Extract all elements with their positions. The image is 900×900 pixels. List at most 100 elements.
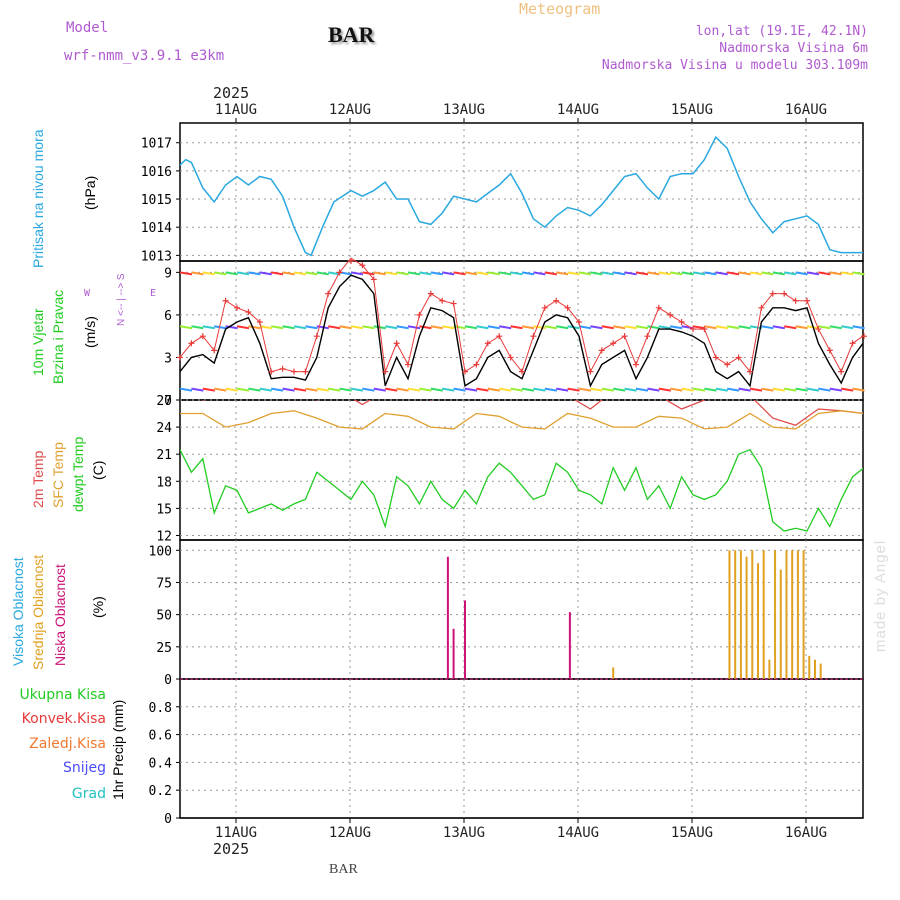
- year-top: 2025: [213, 84, 250, 102]
- gust-marker-58: [838, 368, 845, 375]
- ytick-label-1-3: 9: [164, 266, 172, 281]
- wind-barb-2-9: [282, 387, 295, 392]
- gust-marker-12: [313, 333, 320, 340]
- ytick-label-4-0: 0: [164, 812, 172, 827]
- wind-barb-1-11: [305, 325, 318, 330]
- wind-barb-2-57: [829, 387, 842, 392]
- wind-barb-2-43: [670, 387, 683, 392]
- gust-marker-49: [735, 354, 742, 361]
- wind-barb-0-33: [556, 271, 569, 276]
- wind-barb-1-46: [704, 325, 717, 330]
- sfc-temp-line: [180, 410, 863, 430]
- day-label-top-5: 16AUG: [785, 102, 827, 118]
- day-label-bottom-1: 12AUG: [329, 825, 371, 841]
- wind-barb-1-18: [385, 325, 398, 330]
- legend-zaledj: Zaledj.Kisa: [29, 736, 106, 752]
- wind-barb-0-15: [350, 271, 364, 276]
- wind-barb-0-26: [476, 271, 489, 276]
- wind-barb-2-41: [647, 387, 660, 392]
- gust-marker-16: [359, 262, 366, 269]
- gust-marker-33: [553, 297, 560, 304]
- ytick-label-2-5: 27: [156, 394, 172, 409]
- day-label-top-3: 14AUG: [557, 102, 599, 118]
- wind-barb-1-32: [544, 325, 557, 330]
- gust-marker-55: [804, 297, 810, 304]
- gust-marker-57: [826, 347, 833, 354]
- wind-barb-0-2: [202, 271, 215, 276]
- gust-marker-4: [222, 297, 229, 304]
- wind-barb-1-12: [316, 325, 329, 330]
- wind-barb-0-48: [727, 271, 740, 276]
- gust-marker-14: [336, 269, 343, 276]
- wind-barb-0-22: [430, 271, 443, 276]
- gust-marker-44: [678, 318, 685, 325]
- gust-marker-46: [701, 326, 708, 333]
- wind-barb-1-7: [259, 325, 272, 330]
- wind-barb-2-46: [704, 387, 717, 392]
- gust-marker-32: [541, 304, 548, 311]
- wind-barb-1-3: [214, 325, 227, 330]
- gust-marker-8: [268, 368, 275, 375]
- ytick-label-4-3: 0.6: [149, 729, 172, 744]
- gust-marker-0: [177, 354, 183, 361]
- gust-marker-30: [519, 368, 525, 375]
- wind-barb-0-53: [784, 271, 797, 276]
- wind-barb-2-44: [681, 387, 694, 392]
- wind-barb-2-19: [396, 387, 409, 392]
- wind-barb-0-6: [248, 271, 261, 276]
- wind-barb-0-38: [613, 271, 626, 276]
- wind-barb-1-39: [624, 325, 637, 330]
- wind-barb-2-38: [613, 387, 626, 392]
- wind-barb-1-1: [191, 325, 204, 330]
- ytick-label-3-3: 75: [156, 576, 172, 591]
- wind-barb-1-33: [556, 325, 569, 330]
- wind-barb-1-20: [407, 325, 421, 330]
- panel-frame-4: [179, 678, 864, 819]
- ytick-label-3-0: 0: [164, 673, 172, 688]
- wind-barb-2-45: [692, 387, 706, 392]
- gust-marker-42: [655, 304, 662, 311]
- ytick-label-1-1: 3: [164, 351, 172, 366]
- wind-barb-1-25: [464, 325, 478, 330]
- model-elevation-text: Nadmorska Visina u modelu 303.109m: [601, 58, 868, 73]
- gust-marker-29: [507, 354, 514, 361]
- ytick-label-4-2: 0.4: [149, 756, 173, 771]
- day-label-bottom-5: 16AUG: [785, 825, 827, 841]
- gust-marker-51: [758, 304, 765, 311]
- wind-barb-1-45: [692, 325, 706, 330]
- wind-barb-1-49: [738, 325, 751, 330]
- wind-barb-2-59: [852, 387, 865, 392]
- gust-marker-28: [496, 333, 503, 340]
- wind-barb-2-35: [578, 387, 592, 392]
- gust-marker-60: [861, 333, 867, 340]
- wind-barb-1-58: [841, 325, 854, 330]
- temp-lines: [180, 400, 863, 532]
- gust-marker-59: [849, 340, 856, 347]
- dewpt-line: [180, 448, 863, 532]
- wind-barb-1-6: [248, 325, 261, 330]
- wind-barb-1-30: [521, 325, 535, 330]
- wind-barb-0-30: [521, 271, 535, 276]
- wind-barb-2-11: [305, 387, 318, 392]
- wind-barb-0-9: [282, 271, 295, 276]
- wind-barb-1-40: [635, 325, 649, 330]
- gust-marker-6: [245, 309, 252, 316]
- ytick-label-4-1: 0.2: [149, 784, 172, 799]
- wind-barb-1-27: [487, 325, 500, 330]
- wind-barb-0-59: [852, 271, 865, 276]
- gust-marker-37: [598, 347, 605, 354]
- wind-barb-2-33: [556, 387, 569, 392]
- wind-barb-1-4: [225, 325, 238, 330]
- gust-marker-40: [633, 361, 639, 368]
- ytick-label-1-2: 6: [164, 309, 172, 324]
- wind-barb-2-25: [464, 387, 478, 392]
- legend-snijeg: Snijeg: [62, 760, 106, 776]
- wind-barb-2-58: [841, 387, 854, 392]
- wind-barb-0-36: [590, 271, 603, 276]
- gust-marker-1: [188, 340, 195, 347]
- wind-barb-2-12: [316, 387, 329, 392]
- wind-barb-2-55: [806, 387, 820, 392]
- wind-barb-0-10: [293, 271, 307, 276]
- wind-barb-0-51: [761, 271, 774, 276]
